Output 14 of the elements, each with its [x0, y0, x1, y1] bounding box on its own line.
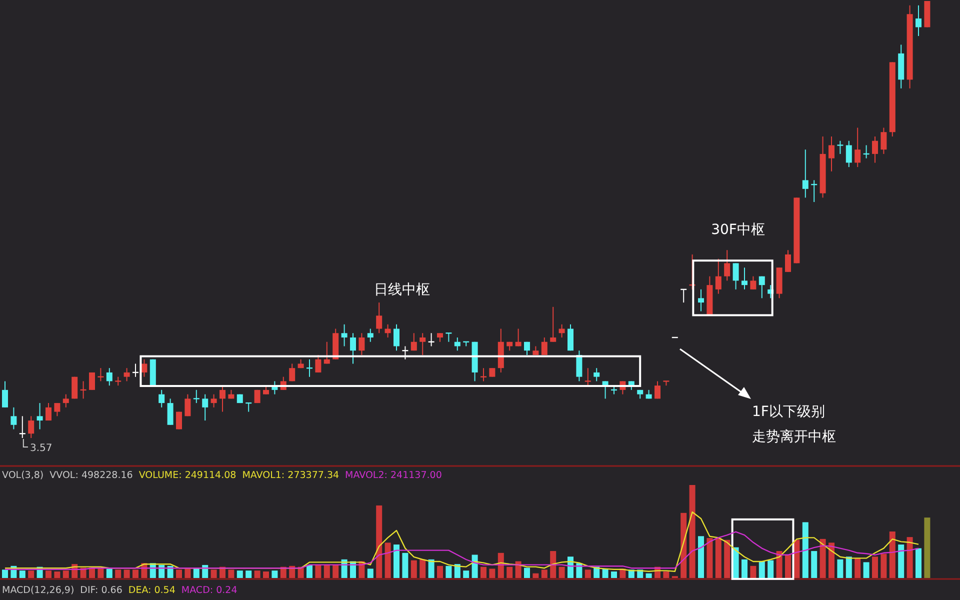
annotation: 日线中枢	[374, 282, 430, 298]
text: 3.57	[30, 443, 52, 454]
text: MACD: 0.24	[181, 585, 238, 596]
text: VOLUME: 249114.08	[138, 470, 236, 481]
text: DEA: 0.54	[128, 585, 176, 596]
text: VOL(3,8)	[2, 470, 44, 481]
text: MACD(12,26,9)	[2, 585, 74, 596]
annotation: 30F中枢	[711, 222, 765, 238]
annotation: 走势离开中枢	[752, 429, 836, 445]
text: MAVOL1: 273377.34	[242, 470, 340, 481]
text: DIF: 0.66	[80, 585, 122, 596]
text: MAVOL2: 241137.00	[345, 470, 442, 481]
text: VVOL: 498228.16	[50, 470, 133, 481]
annotation: 1F以下级别	[752, 404, 825, 420]
